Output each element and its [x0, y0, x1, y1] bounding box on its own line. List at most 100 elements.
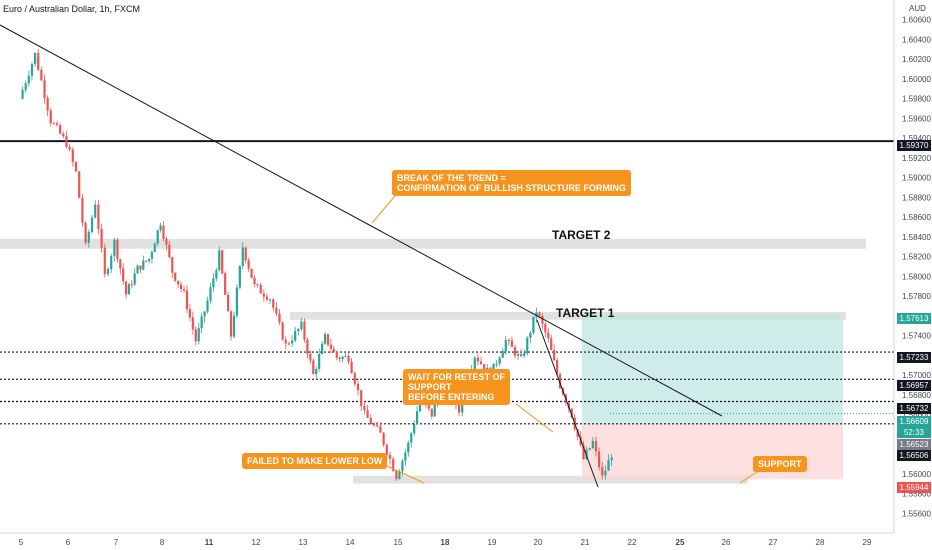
price-tick-label: 1.55800	[902, 490, 931, 499]
candle-body	[541, 316, 544, 324]
time-tick-label: 12	[252, 538, 261, 547]
candle-body	[110, 255, 113, 270]
candle-body	[27, 75, 30, 84]
break-of-trend-callout: BREAK OF THE TREND = CONFIRMATION OF BUL…	[392, 170, 631, 196]
price-label: 1.56732	[897, 403, 931, 414]
price-label: 1.57233	[897, 352, 931, 363]
target-2-label: TARGET 2	[552, 228, 611, 242]
candle-body	[306, 339, 309, 354]
candle-body	[212, 278, 215, 288]
retest-callout-pointer	[515, 403, 554, 433]
candle-body	[294, 331, 297, 341]
candle-body	[347, 355, 350, 362]
candle-body	[401, 460, 404, 472]
time-tick-label: 27	[769, 538, 778, 547]
candle-body	[269, 299, 272, 301]
candle-body	[124, 281, 128, 295]
time-tick-label: 8	[160, 538, 165, 547]
candle-body	[553, 349, 556, 361]
candle-body	[97, 204, 100, 230]
candle-body	[461, 397, 464, 413]
candle-body	[382, 432, 385, 445]
candle-body	[87, 231, 90, 243]
candle-body	[379, 426, 382, 433]
candle-body	[34, 52, 37, 64]
candle-body	[576, 429, 579, 437]
candle-body	[103, 247, 106, 275]
candle-body	[182, 288, 186, 291]
candle-body	[520, 354, 523, 357]
time-tick-label: 6	[66, 538, 71, 547]
candle-body	[24, 83, 27, 90]
candle-body	[601, 467, 604, 476]
candle-body	[369, 417, 372, 425]
candle-body	[372, 424, 376, 426]
candle-body	[290, 340, 294, 344]
candle-body	[62, 133, 65, 137]
candle-body	[262, 293, 265, 297]
price-tick-label: 1.59800	[902, 95, 931, 104]
candle-body	[65, 136, 68, 147]
candle-body	[318, 354, 321, 369]
candle-body	[607, 460, 610, 471]
time-tick-label: 25	[676, 538, 685, 547]
candle-body	[510, 340, 514, 347]
price-tick-label: 1.60400	[902, 35, 931, 44]
price-label: 1.57613	[897, 313, 931, 324]
price-label: 52:33	[897, 427, 931, 438]
failed-callout-pointer	[386, 465, 425, 484]
candle-body	[570, 408, 573, 418]
candle-body	[555, 360, 559, 375]
candle-body	[37, 52, 40, 70]
candle-body	[281, 322, 284, 340]
candle-body	[516, 354, 520, 356]
candle-body	[168, 244, 171, 258]
candle-body	[145, 260, 148, 262]
zone-support	[353, 475, 748, 484]
currency-label: AUD	[909, 4, 926, 13]
time-tick-label: 19	[488, 538, 497, 547]
candle-body	[209, 287, 212, 301]
candle-body	[320, 343, 324, 355]
candle-body	[165, 238, 168, 245]
candle-body	[501, 351, 504, 358]
candle-body	[558, 374, 562, 389]
candle-body	[162, 225, 165, 239]
candle-body	[338, 357, 341, 360]
price-tick-label: 1.60600	[902, 16, 931, 25]
time-tick-label: 21	[581, 538, 590, 547]
candle-body	[513, 346, 517, 356]
zone-target-2	[0, 238, 866, 249]
long-position-profit-zone	[582, 314, 843, 424]
candle-body	[427, 405, 430, 409]
candle-body	[363, 406, 366, 411]
candle-body	[197, 328, 200, 342]
time-tick-label: 5	[19, 538, 24, 547]
price-tick-label: 1.56800	[902, 391, 931, 400]
candle-body	[215, 270, 218, 279]
zone-target-1	[290, 311, 846, 320]
candle-body	[309, 353, 312, 361]
candle-body	[504, 339, 507, 352]
candle-body	[591, 440, 594, 448]
main-downtrend-line[interactable]	[0, 24, 723, 417]
support-callout: SUPPORT	[753, 456, 807, 472]
candle-body	[94, 204, 97, 218]
candle-body	[341, 356, 344, 360]
candle-body	[312, 360, 315, 375]
time-tick-label: 26	[722, 538, 731, 547]
candle-body	[275, 307, 278, 314]
candle-body	[323, 334, 327, 344]
candle-body	[332, 348, 335, 352]
candle-body	[139, 265, 142, 270]
candle-body	[550, 338, 553, 350]
candle-body	[483, 364, 486, 371]
time-tick-label: 18	[441, 538, 450, 547]
candle-body	[335, 351, 338, 358]
candle-body	[544, 323, 547, 333]
price-tick-label: 1.58800	[902, 193, 931, 202]
candle-body	[55, 123, 59, 126]
candle-body	[344, 355, 347, 357]
candle-body	[49, 110, 52, 124]
short-downtrend-line[interactable]	[536, 319, 599, 488]
